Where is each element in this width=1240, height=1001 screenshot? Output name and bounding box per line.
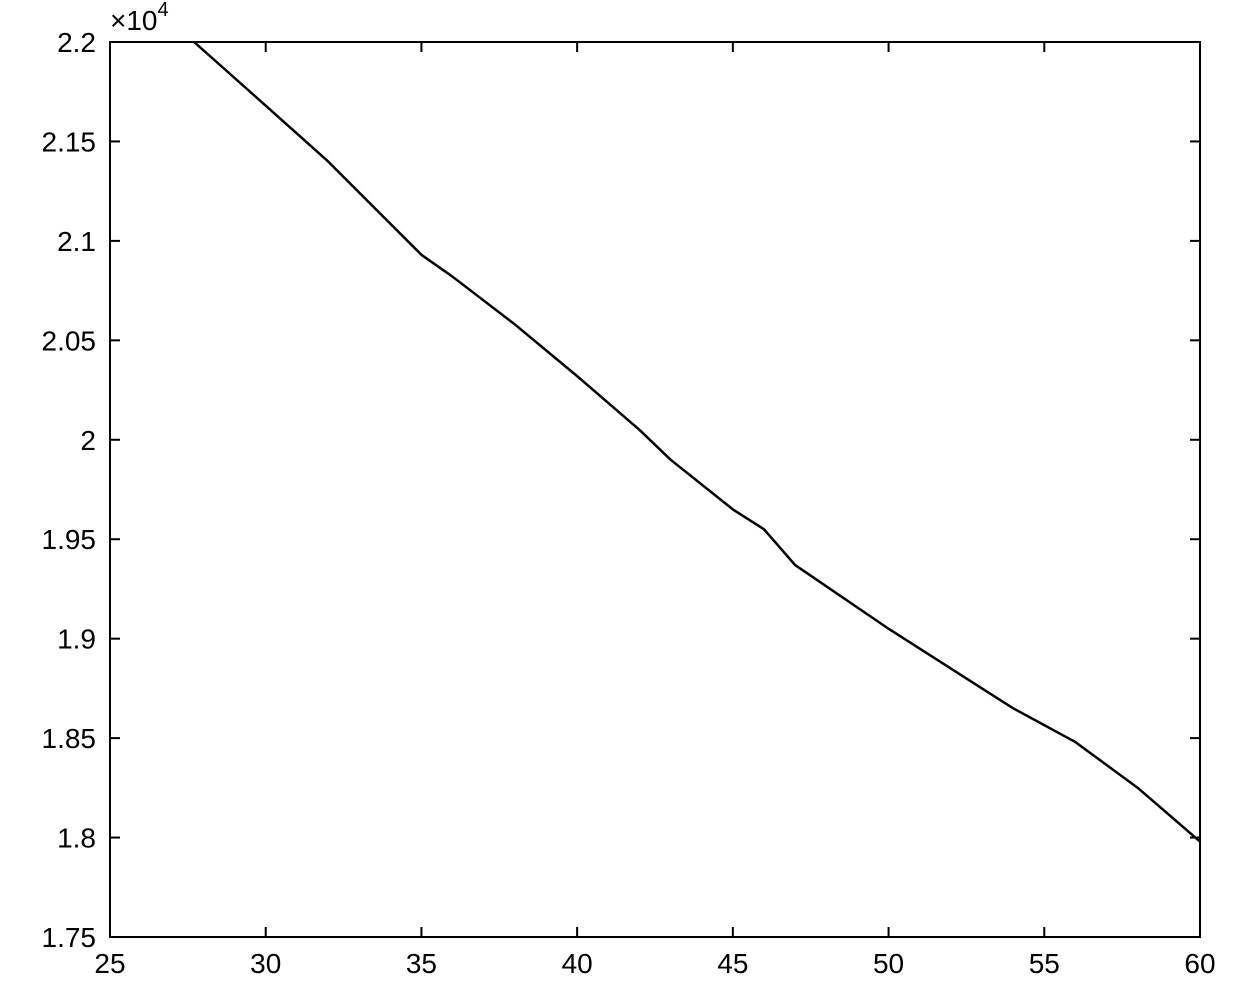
y-exponent-label: ×104 bbox=[110, 0, 169, 36]
y-tick-label: 1.8 bbox=[57, 823, 96, 854]
y-tick-label: 2.1 bbox=[57, 226, 96, 257]
x-tick-label: 35 bbox=[406, 948, 437, 979]
y-exponent-text: ×104 bbox=[110, 0, 169, 36]
y-tick-label: 1.85 bbox=[42, 723, 97, 754]
x-tick-label: 45 bbox=[717, 948, 748, 979]
x-tick-label: 25 bbox=[94, 948, 125, 979]
chart-container: 25 30 35 40 45 50 55 60 1.75 1.8 1.85 1.9 1.95 2 2.05 2… bbox=[0, 0, 1240, 1001]
y-tick-label: 2 bbox=[80, 425, 96, 456]
data-line bbox=[194, 42, 1200, 842]
y-tick-label: 2.2 bbox=[57, 27, 96, 58]
line-chart: 25 30 35 40 45 50 55 60 1.75 1.8 1.85 1.9 1.95 2 2.05 2… bbox=[0, 0, 1240, 1001]
x-tick-label: 30 bbox=[250, 948, 281, 979]
y-tick-label: 1.75 bbox=[42, 922, 97, 953]
plot-border bbox=[110, 42, 1200, 937]
y-tick-label: 1.9 bbox=[57, 624, 96, 655]
x-tick-label: 60 bbox=[1184, 948, 1215, 979]
y-tick-label: 2.15 bbox=[42, 126, 97, 157]
y-tick-label: 2.05 bbox=[42, 325, 97, 356]
y-tick-label: 1.95 bbox=[42, 524, 97, 555]
x-tick-label: 50 bbox=[873, 948, 904, 979]
x-tick-label: 40 bbox=[562, 948, 593, 979]
x-tick-label: 55 bbox=[1029, 948, 1060, 979]
